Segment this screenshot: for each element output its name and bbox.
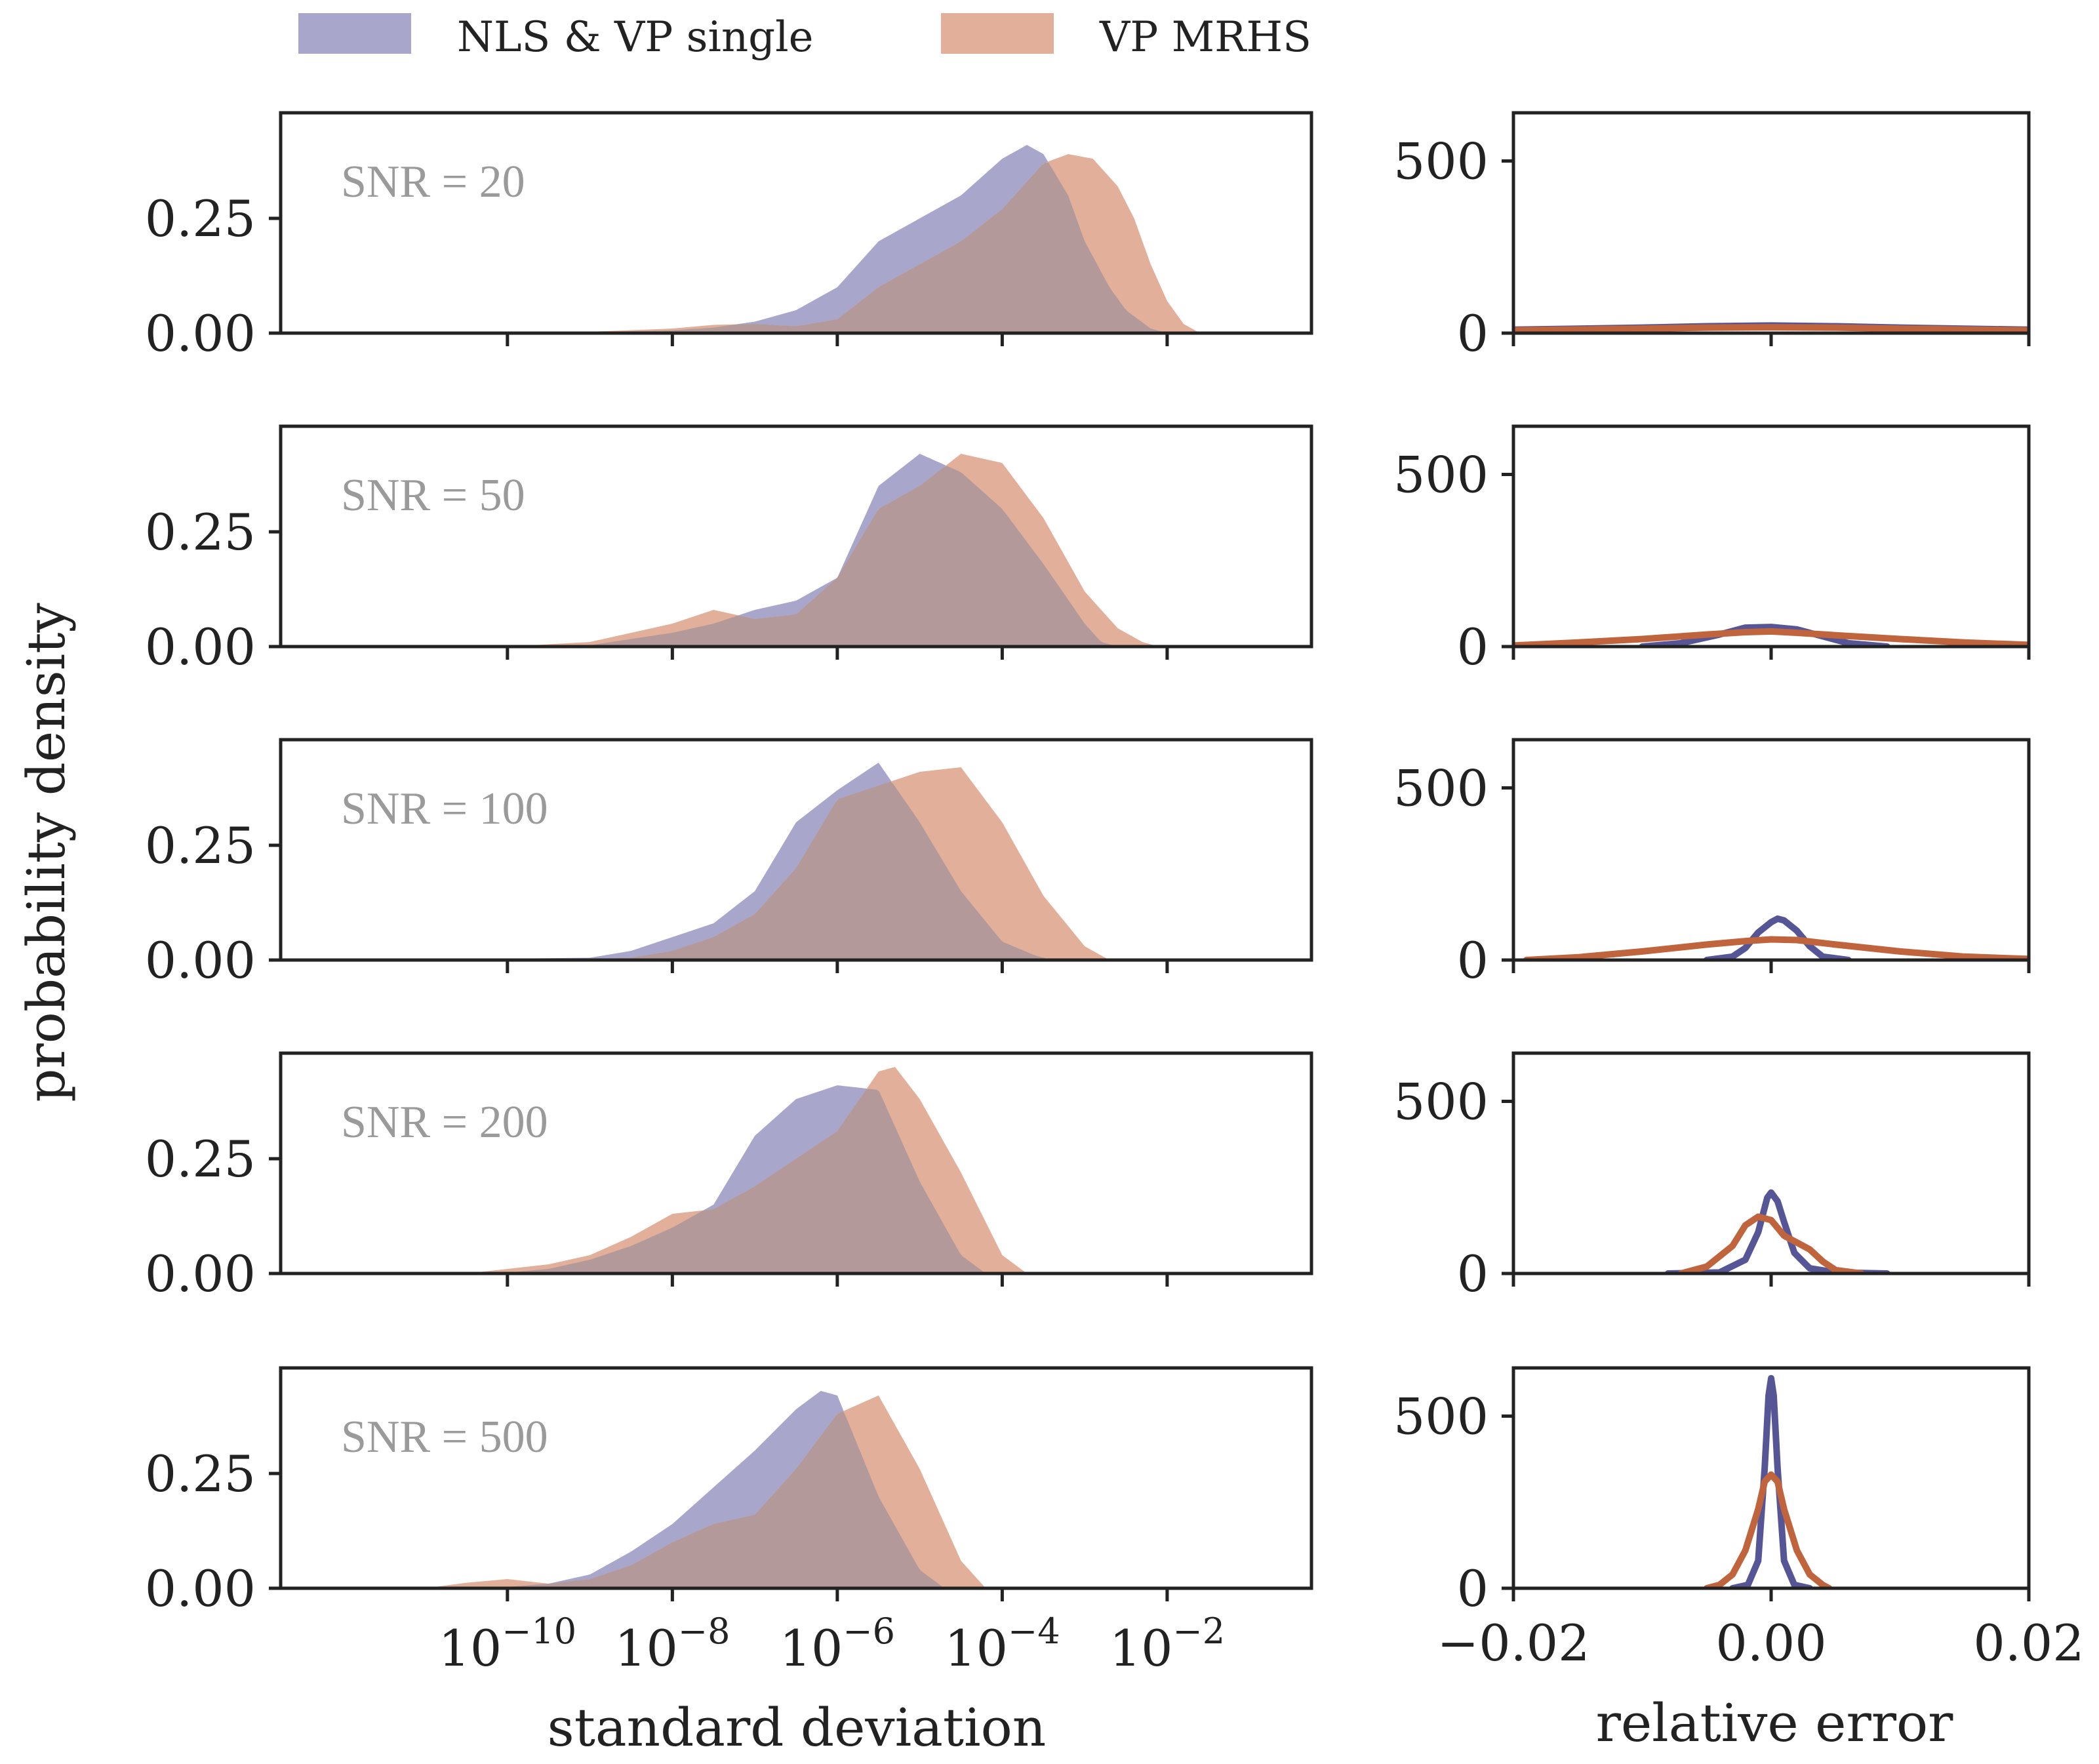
x-tick-label: 0.00 xyxy=(1715,1614,1826,1672)
y-tick-label: 0 xyxy=(1457,931,1489,990)
density-panel: 0.00 0.25 SNR = 100 xyxy=(145,738,1313,990)
x-tick-label: 10−2 xyxy=(1109,1611,1225,1677)
line-vp-mrhs xyxy=(1513,628,2029,647)
snr-annotation: SNR = 100 xyxy=(341,784,548,834)
snr-annotation: SNR = 20 xyxy=(341,157,525,207)
legend-swatch-nls xyxy=(298,13,411,54)
line-vp-mrhs xyxy=(1523,936,2029,960)
error-panel: 0 500 xyxy=(1393,424,2031,676)
y-tick-label: 500 xyxy=(1393,132,1489,191)
y-tick-label: 0.00 xyxy=(145,304,256,363)
error-panel: 0 500 −0.02 0.00 0.02 xyxy=(1393,1366,2085,1672)
panel-frame xyxy=(279,1051,1313,1275)
y-tick-label: 0.00 xyxy=(145,618,256,676)
line-vp-mrhs xyxy=(1513,324,2029,333)
y-tick-label: 0.00 xyxy=(145,931,256,990)
density-panel: 0.00 0.25 SNR = 50 xyxy=(145,424,1313,676)
error-panel: 0 500 xyxy=(1393,1051,2031,1303)
area-overlap xyxy=(507,162,1167,333)
line-nls-vp-single xyxy=(1639,624,1890,647)
left-x-axis-label: standard deviation xyxy=(548,1697,1047,1758)
density-panel: 0.00 0.25 SNR = 20 xyxy=(145,111,1313,363)
y-tick-label: 0.25 xyxy=(145,190,256,248)
snr-annotation: SNR = 500 xyxy=(341,1412,548,1462)
panel-frame xyxy=(279,738,1313,962)
x-tick-label: 0.02 xyxy=(1973,1614,2084,1672)
y-tick-label: 500 xyxy=(1393,1073,1489,1131)
snr-annotation: SNR = 200 xyxy=(341,1097,548,1148)
y-tick-label: 0.00 xyxy=(145,1245,256,1303)
panel-frame xyxy=(279,424,1313,649)
y-tick-label: 0.25 xyxy=(145,1445,256,1503)
y-tick-label: 0 xyxy=(1457,1245,1489,1303)
legend-label-nls: NLS & VP single xyxy=(457,13,813,62)
y-tick-label: 0.25 xyxy=(145,503,256,561)
y-tick-label: 500 xyxy=(1393,759,1489,818)
y-tick-label: 0 xyxy=(1457,1559,1489,1618)
right-x-axis-label: relative error xyxy=(1596,1693,1954,1754)
y-tick-label: 0.25 xyxy=(145,1130,256,1188)
y-tick-label: 0 xyxy=(1457,304,1489,363)
y-tick-label: 0.25 xyxy=(145,816,256,875)
snr-annotation: SNR = 50 xyxy=(341,470,525,521)
line-vp-mrhs xyxy=(1703,1471,1833,1588)
error-panel: 0 500 xyxy=(1393,111,2031,363)
panel-frame xyxy=(279,1366,1313,1590)
y-tick-label: 0.00 xyxy=(145,1559,256,1618)
relative-error-panels: 0 500 0 500 0 500 0 500 0 500 −0.02 0.00 0.02 xyxy=(1393,111,2085,1672)
error-panel: 0 500 xyxy=(1393,738,2031,990)
y-tick-label: 0 xyxy=(1457,618,1489,676)
line-nls-vp-single xyxy=(1703,915,1852,960)
std-dev-density-panels: 0.00 0.25 SNR = 20 0.00 0.25 SNR = 50 0.00 0.25… xyxy=(145,111,1313,1677)
line-nls-vp-single xyxy=(1729,1374,1813,1588)
x-tick-label: −0.02 xyxy=(1437,1614,1590,1672)
legend-swatch-vp xyxy=(941,13,1054,54)
legend: NLS & VP single VP MRHS xyxy=(298,13,1311,62)
panel-frame xyxy=(279,111,1313,335)
area-overlap xyxy=(507,466,1118,647)
area-overlap xyxy=(425,1411,945,1588)
area-overlap xyxy=(548,781,1052,960)
y-axis-label: probability density xyxy=(16,603,77,1102)
y-tick-label: 500 xyxy=(1393,1388,1489,1446)
y-tick-label: 500 xyxy=(1393,446,1489,504)
area-overlap xyxy=(466,1089,986,1273)
line-vp-mrhs xyxy=(1677,1213,1865,1273)
legend-label-vp: VP MRHS xyxy=(1099,13,1311,62)
line-nls-vp-single xyxy=(1664,1189,1890,1273)
density-panel: 0.00 0.25 SNR = 200 xyxy=(145,1051,1313,1303)
